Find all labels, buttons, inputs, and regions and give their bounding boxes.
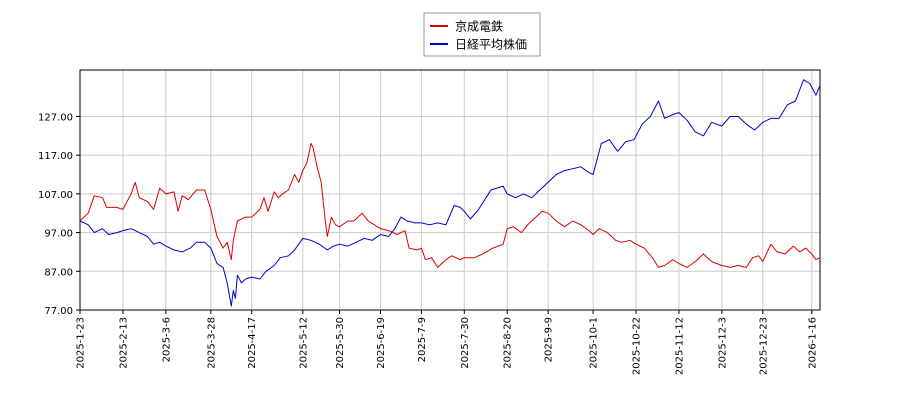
x-axis: 2025-1-23 2025-2-13 2025-3-6 2025-3-28 2025-…: [76, 310, 818, 375]
x-tick-label: 2025-4-17: [247, 317, 258, 369]
x-tick-label: 2025-12-23: [758, 317, 769, 375]
y-tick-label: 107.00: [38, 190, 73, 201]
x-tick-label: 2025-7-30: [460, 317, 471, 369]
y-tick-label: 77.00: [44, 306, 73, 317]
legend-label-0: 京成電鉄: [455, 19, 503, 34]
x-tick-label: 2025-1-23: [76, 317, 87, 369]
y-tick-label: 117.00: [38, 151, 73, 162]
x-tick-label: 2025-3-6: [161, 317, 172, 362]
plot-area-frame: [79, 69, 821, 311]
x-tick-label: 2025-11-12: [674, 317, 685, 375]
x-tick-label: 2025-7-9: [417, 317, 428, 362]
x-tick-label: 2025-5-30: [335, 317, 346, 369]
x-tick-label: 2025-10-22: [632, 317, 643, 375]
x-tick-label: 2025-9-9: [544, 317, 555, 362]
series-layer: [79, 79, 821, 307]
y-axis: 77.00 87.00 97.00 107.00 117.00 127.00: [38, 112, 80, 317]
y-tick-label: 127.00: [38, 112, 73, 123]
x-tick-label: 2025-10-1: [589, 317, 600, 369]
x-tick-label: 2025-3-28: [206, 317, 217, 369]
x-tick-label: 2026-1-16: [807, 317, 818, 369]
y-tick-label: 87.00: [44, 267, 73, 278]
x-tick-label: 2025-12-3: [717, 317, 728, 369]
x-tick-label: 2025-6-19: [376, 317, 387, 369]
x-tick-label: 2025-5-12: [298, 317, 309, 369]
x-tick-label: 2025-2-13: [118, 317, 129, 369]
x-tick-label: 2025-8-20: [503, 317, 514, 369]
legend-label-1: 日経平均株価: [455, 37, 527, 52]
legend-box: [423, 12, 541, 57]
grid-lines: [79, 70, 820, 311]
series-line-0: [79, 143, 821, 268]
y-tick-label: 97.00: [44, 229, 73, 240]
series-line-1: [79, 79, 821, 307]
